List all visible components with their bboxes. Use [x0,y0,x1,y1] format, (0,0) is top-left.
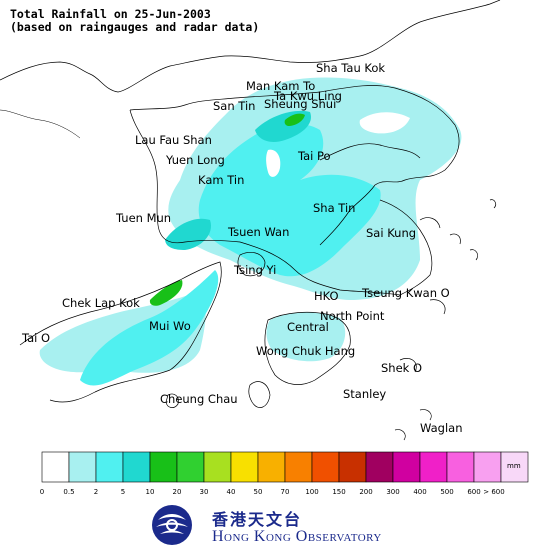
rain-zone-white-hole-b [266,149,281,177]
legend-box-7 [230,451,259,483]
legend-box-6 [203,451,232,483]
label-sai-kung: Sai Kung [366,226,416,240]
sai-kung-coast [379,199,433,296]
coastlines [19,85,496,441]
title-line-2: (based on raingauges and radar data) [10,20,260,34]
legend-color-boxes [41,451,529,483]
legend-tick-10: 100 [305,488,318,496]
label-hko: HKO [314,289,339,303]
label-stanley: Stanley [343,387,386,401]
rain-zone-lt2-hk [266,312,346,362]
legend-tick-0: 0 [40,488,44,496]
label-sha-tau-kok: Sha Tau Kok [316,61,385,75]
legend-box-16 [473,451,502,483]
rainfall-shading [39,77,462,386]
hk-island-coast [264,311,351,385]
rainfall-map: Sha Tau Kok Man Kam To Ta Kwu Ling San T… [0,0,501,441]
legend-box-0 [41,451,70,483]
rain-zone-5to10-b [165,218,211,250]
label-cheung-chau: Cheung Chau [160,392,238,406]
label-man-kam-to: Man Kam To [246,79,315,93]
legend-box-11 [338,451,367,483]
legend-tick-1: 0.5 [63,488,74,496]
legend-tick-15: 500 [440,488,453,496]
legend-tick-11: 150 [332,488,345,496]
lantau-coast [19,261,222,403]
label-chek-lap-kok: Chek Lap Kok [62,296,140,310]
legend-tick-2: 2 [94,488,98,496]
mainland-coastline [0,0,501,93]
label-ta-kwu-ling: Ta Kwu Ling [273,89,342,103]
legend-box-2 [95,451,124,483]
tsing-yi-coast [237,252,266,277]
legend-box-10 [311,451,340,483]
legend-tick-4: 10 [146,488,155,496]
legend-tick-9: 70 [281,488,290,496]
legend-box-9 [284,451,313,483]
label-lau-fau-shan: Lau Fau Shan [135,133,212,147]
legend-box-17 [500,451,529,483]
rain-zone-10to20-b [284,113,305,126]
legend-box-8 [257,451,286,483]
legend-box-12 [365,451,394,483]
hko-logo: 香港天文台 Hong Kong Observatory [146,502,446,548]
label-shek-o: Shek O [381,361,422,375]
label-tuen-mun: Tuen Mun [115,211,171,225]
legend-tick-6: 30 [200,488,209,496]
legend-tick-7: 40 [227,488,236,496]
legend-tick-17: > 600 [483,488,504,496]
rainfall-legend: 0 0.5 2 5 10 20 30 40 50 70 100 150 200 300 400 500 600 >… [40,451,529,496]
label-tai-o: Tai O [21,331,50,345]
label-waglan: Waglan [420,421,463,435]
legend-tick-13: 300 [386,488,399,496]
legend-unit: mm [507,462,521,470]
legend-tick-8: 50 [254,488,263,496]
label-north-point: North Point [320,309,385,323]
label-mui-wo: Mui Wo [149,319,191,333]
legend-tick-3: 5 [121,488,125,496]
label-tsing-yi: Tsing Yi [233,263,276,277]
rain-zone-10to20 [149,280,183,306]
logo-chinese-name: 香港天文台 [212,510,303,529]
legend-tick-12: 200 [359,488,372,496]
title-line-1: Total Rainfall on 25-Jun-2003 [10,7,211,21]
label-kam-tin: Kam Tin [198,173,244,187]
rain-zone-2to5-lantau [80,270,219,386]
label-sheung-shui: Sheung Shui [264,97,336,111]
new-territories-coast [129,85,460,246]
lamma-coast [248,381,271,408]
place-labels: Sha Tau Kok Man Kam To Ta Kwu Ling San T… [21,61,463,435]
label-sha-tin: Sha Tin [313,201,355,215]
legend-box-13 [392,451,421,483]
rain-zone-white-hole [359,112,410,134]
mainland-coastline-west [0,109,81,139]
legend-box-1 [68,451,97,483]
label-tai-po: Tai Po [297,149,331,163]
hko-emblem-icon [152,505,192,545]
map-title: Total Rainfall on 25-Jun-2003 (based on … [10,8,259,34]
legend-tick-labels: 0 0.5 2 5 10 20 30 40 50 70 100 150 200 300 400 500 600 >… [40,488,505,496]
rain-zone-2to5 [198,123,381,277]
legend-box-4 [149,451,178,483]
label-wong-chuk-hang: Wong Chuk Hang [256,344,355,358]
kowloon-coast [239,241,401,296]
west-nt-coast [129,109,241,244]
tolo-harbour-coast [319,143,421,161]
legend-tick-5: 20 [173,488,182,496]
label-tsuen-wan: Tsuen Wan [227,225,289,239]
label-san-tin: San Tin [213,99,255,113]
legend-box-3 [122,451,151,483]
label-yuen-long: Yuen Long [165,153,225,167]
label-tseung-kwan-o: Tseung Kwan O [361,286,450,300]
legend-tick-14: 400 [413,488,426,496]
logo-english-name: Hong Kong Observatory [212,528,382,545]
label-central: Central [287,320,329,334]
cheung-chau-coast [165,393,179,408]
legend-tick-16: 600 [467,488,480,496]
legend-box-15 [446,451,475,483]
legend-box-5 [176,451,205,483]
eastern-islands [394,199,496,441]
legend-box-14 [419,451,448,483]
